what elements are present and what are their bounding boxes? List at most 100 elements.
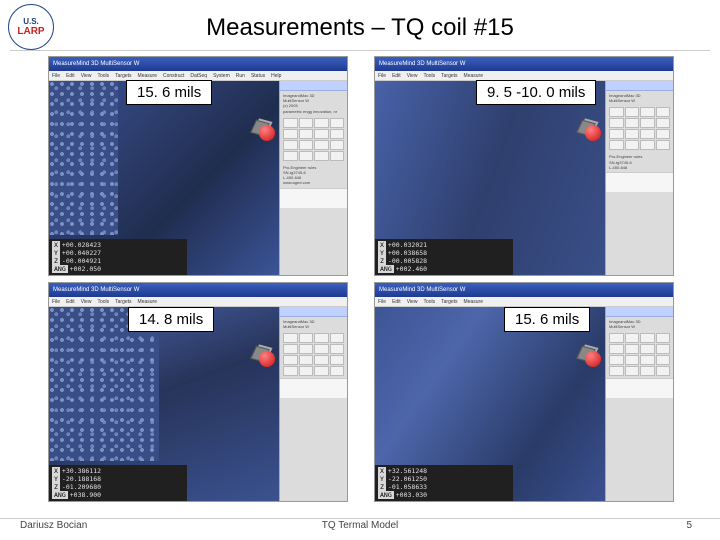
tool-button[interactable]: [330, 344, 345, 354]
tool-button[interactable]: [314, 129, 329, 139]
tool-button[interactable]: [656, 355, 671, 365]
tool-button[interactable]: [656, 129, 671, 139]
tool-button[interactable]: [656, 140, 671, 150]
menu-item[interactable]: Tools: [423, 299, 435, 305]
menu-item[interactable]: Tools: [97, 73, 109, 79]
measurement-canvas[interactable]: X+32.561248 Y-22.061250 Z-01.058633 ANG+…: [375, 307, 605, 501]
tool-button[interactable]: [330, 129, 345, 139]
tool-button[interactable]: [625, 344, 640, 354]
menu-item[interactable]: Construct: [163, 73, 184, 79]
menu-item[interactable]: Tools: [97, 299, 109, 305]
tool-button[interactable]: [640, 366, 655, 376]
tool-button[interactable]: [625, 355, 640, 365]
tool-button[interactable]: [330, 118, 345, 128]
menu-item[interactable]: Targets: [115, 299, 131, 305]
tool-button[interactable]: [283, 366, 298, 376]
slider-zone[interactable]: [280, 188, 347, 208]
tool-button[interactable]: [609, 140, 624, 150]
tool-button[interactable]: [314, 333, 329, 343]
tool-button[interactable]: [609, 333, 624, 343]
tool-button[interactable]: [330, 151, 345, 161]
menu-item[interactable]: Measure: [138, 73, 157, 79]
menu-item[interactable]: Measure: [464, 299, 483, 305]
tool-button[interactable]: [314, 366, 329, 376]
tool-button[interactable]: [299, 118, 314, 128]
tool-button[interactable]: [330, 355, 345, 365]
tool-button[interactable]: [625, 333, 640, 343]
menu-item[interactable]: Edit: [392, 299, 401, 305]
menu-item[interactable]: View: [407, 299, 418, 305]
slider-zone[interactable]: [606, 172, 673, 192]
tool-palette[interactable]: [609, 107, 670, 150]
tool-palette[interactable]: [609, 333, 670, 376]
tool-button[interactable]: [656, 344, 671, 354]
menu-item[interactable]: System: [213, 73, 230, 79]
tool-button[interactable]: [656, 118, 671, 128]
slider-zone[interactable]: [606, 378, 673, 398]
measurement-canvas[interactable]: X+00.032021 Y+00.038658 Z-00.005828 ANG+…: [375, 81, 605, 275]
tool-button[interactable]: [314, 118, 329, 128]
menu-item[interactable]: Targets: [115, 73, 131, 79]
tool-button[interactable]: [283, 333, 298, 343]
tool-button[interactable]: [314, 355, 329, 365]
tool-button[interactable]: [330, 333, 345, 343]
tool-button[interactable]: [656, 333, 671, 343]
measurement-canvas[interactable]: X+00.028423 Y+00.040227 Z-00.004921 ANG+…: [49, 81, 279, 275]
tool-button[interactable]: [299, 333, 314, 343]
tool-button[interactable]: [640, 129, 655, 139]
tool-button[interactable]: [299, 129, 314, 139]
tool-button[interactable]: [314, 140, 329, 150]
tool-button[interactable]: [299, 151, 314, 161]
menu-item[interactable]: File: [378, 299, 386, 305]
panel-menu[interactable]: File Edit View Tools Targets Measure: [375, 297, 673, 307]
tool-button[interactable]: [330, 366, 345, 376]
menu-item[interactable]: Measure: [138, 299, 157, 305]
tool-button[interactable]: [625, 107, 640, 117]
tool-palette[interactable]: [283, 333, 344, 376]
menu-item[interactable]: View: [81, 299, 92, 305]
tool-button[interactable]: [609, 344, 624, 354]
menu-item[interactable]: File: [52, 299, 60, 305]
tool-button[interactable]: [283, 355, 298, 365]
menu-item[interactable]: View: [81, 73, 92, 79]
menu-item[interactable]: Tools: [423, 73, 435, 79]
tool-button[interactable]: [283, 140, 298, 150]
tool-button[interactable]: [640, 140, 655, 150]
tool-button[interactable]: [640, 344, 655, 354]
measurement-canvas[interactable]: X+30.386112 Y-20.188168 Z-01.209680 ANG+…: [49, 307, 279, 501]
panel-menu[interactable]: File Edit View Tools Targets Measure: [49, 297, 347, 307]
tool-button[interactable]: [299, 140, 314, 150]
tool-button[interactable]: [283, 344, 298, 354]
tool-button[interactable]: [299, 366, 314, 376]
panel-titlebar[interactable]: MeasureMind 3D MultiSensor W: [375, 57, 673, 71]
tool-button[interactable]: [625, 140, 640, 150]
menu-item[interactable]: Targets: [441, 299, 457, 305]
menu-item[interactable]: Status: [251, 73, 265, 79]
tool-button[interactable]: [609, 366, 624, 376]
tool-button[interactable]: [625, 366, 640, 376]
menu-item[interactable]: Edit: [66, 299, 75, 305]
tool-button[interactable]: [609, 118, 624, 128]
tool-button[interactable]: [283, 129, 298, 139]
menu-item[interactable]: Edit: [66, 73, 75, 79]
menu-item[interactable]: Targets: [441, 73, 457, 79]
tool-palette[interactable]: [283, 118, 344, 161]
tool-button[interactable]: [625, 118, 640, 128]
tool-button[interactable]: [314, 151, 329, 161]
tool-button[interactable]: [640, 118, 655, 128]
menu-item[interactable]: File: [378, 73, 386, 79]
tool-button[interactable]: [656, 366, 671, 376]
tool-button[interactable]: [299, 344, 314, 354]
panel-titlebar[interactable]: MeasureMind 3D MultiSensor W: [375, 283, 673, 297]
tool-button[interactable]: [609, 107, 624, 117]
tool-button[interactable]: [330, 140, 345, 150]
menu-item[interactable]: File: [52, 73, 60, 79]
menu-item[interactable]: Help: [271, 73, 281, 79]
tool-button[interactable]: [640, 355, 655, 365]
tool-button[interactable]: [283, 151, 298, 161]
panel-titlebar[interactable]: MeasureMind 3D MultiSensor W: [49, 283, 347, 297]
tool-button[interactable]: [609, 129, 624, 139]
tool-button[interactable]: [640, 107, 655, 117]
menu-item[interactable]: Run: [236, 73, 245, 79]
menu-item[interactable]: Measure: [464, 73, 483, 79]
